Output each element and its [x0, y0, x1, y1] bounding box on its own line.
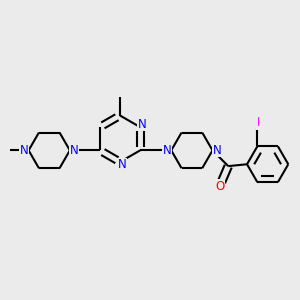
Text: I: I — [256, 116, 260, 129]
Text: N: N — [162, 144, 171, 157]
Text: N: N — [20, 144, 28, 157]
Text: N: N — [213, 144, 221, 157]
Text: N: N — [138, 118, 146, 130]
Text: O: O — [215, 180, 224, 193]
Text: N: N — [118, 158, 126, 172]
Text: N: N — [70, 144, 79, 157]
